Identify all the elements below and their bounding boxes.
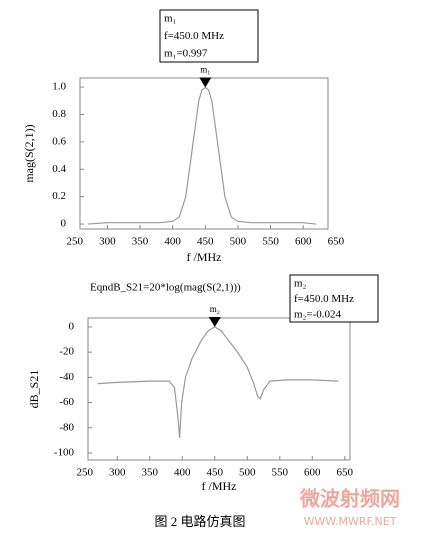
x-tick-label: 450 bbox=[197, 236, 214, 248]
x-tick-label: 450 bbox=[207, 467, 224, 479]
y-tick-label: -60 bbox=[59, 396, 74, 408]
marker-readout: m₂ bbox=[294, 278, 307, 290]
marker-readout: f=450.0 MHz bbox=[294, 293, 354, 305]
marker-readout: m₁=0.997 bbox=[164, 48, 208, 60]
chart-title: EqndB_S21=20*log(mag(S(2,1))) bbox=[90, 282, 241, 294]
x-tick-label: 300 bbox=[109, 467, 126, 479]
y-tick-label: 0 bbox=[69, 320, 75, 332]
x-tick-label: 400 bbox=[164, 236, 181, 248]
x-tick-label: 550 bbox=[262, 236, 279, 248]
marker-box bbox=[159, 9, 259, 63]
y-tick-label: 0.2 bbox=[52, 190, 66, 202]
y-tick-label: -20 bbox=[59, 346, 74, 358]
x-tick-label: 250 bbox=[67, 236, 84, 248]
marker-readout: f=450.0 MHz bbox=[164, 30, 224, 42]
watermark-url: WWW.MWRF.NET bbox=[304, 515, 397, 528]
y-tick-label: 0.8 bbox=[52, 108, 66, 120]
x-tick-label: 300 bbox=[99, 236, 116, 248]
marker-triangle bbox=[199, 77, 212, 88]
x-axis-label: f /MHz bbox=[187, 250, 222, 264]
y-axis-label: dB_S21 bbox=[27, 370, 41, 409]
y-tick-label: 0.6 bbox=[52, 135, 66, 147]
y-tick-label: 0.4 bbox=[52, 163, 66, 175]
x-tick-label: 550 bbox=[272, 467, 289, 479]
plot-frame bbox=[79, 77, 329, 230]
x-tick-label: 650 bbox=[328, 236, 345, 248]
x-tick-label: 600 bbox=[304, 467, 321, 479]
x-tick-label: 400 bbox=[174, 467, 191, 479]
y-tick-label: 0 bbox=[61, 218, 67, 230]
y-tick-label: -100 bbox=[54, 446, 75, 458]
x-axis-label: f /MHz bbox=[202, 479, 237, 493]
x-tick-label: 500 bbox=[230, 236, 247, 248]
marker-label: m₂ bbox=[210, 304, 220, 314]
series-line bbox=[87, 86, 317, 225]
watermark: 微波射频网 bbox=[299, 487, 400, 511]
plot-frame bbox=[87, 317, 351, 461]
y-tick-label: 1.0 bbox=[52, 81, 66, 93]
y-tick-label: -80 bbox=[59, 421, 74, 433]
caption: 图 2 电路仿真图 bbox=[154, 514, 245, 529]
marker-readout: m₂=-0.024 bbox=[294, 308, 342, 320]
y-axis-label: mag(S(2,1)) bbox=[22, 124, 36, 182]
x-tick-label: 650 bbox=[337, 467, 354, 479]
y-tick-label: -40 bbox=[59, 371, 74, 383]
marker-readout: m₁ bbox=[164, 13, 177, 25]
x-tick-label: 600 bbox=[295, 236, 312, 248]
x-tick-label: 500 bbox=[239, 467, 256, 479]
marker-box bbox=[289, 274, 379, 323]
x-tick-label: 350 bbox=[132, 236, 149, 248]
marker-label: m₁ bbox=[200, 65, 210, 75]
series-line bbox=[97, 326, 339, 438]
marker-triangle bbox=[208, 316, 221, 327]
x-tick-label: 250 bbox=[76, 467, 93, 479]
x-tick-label: 350 bbox=[142, 467, 159, 479]
